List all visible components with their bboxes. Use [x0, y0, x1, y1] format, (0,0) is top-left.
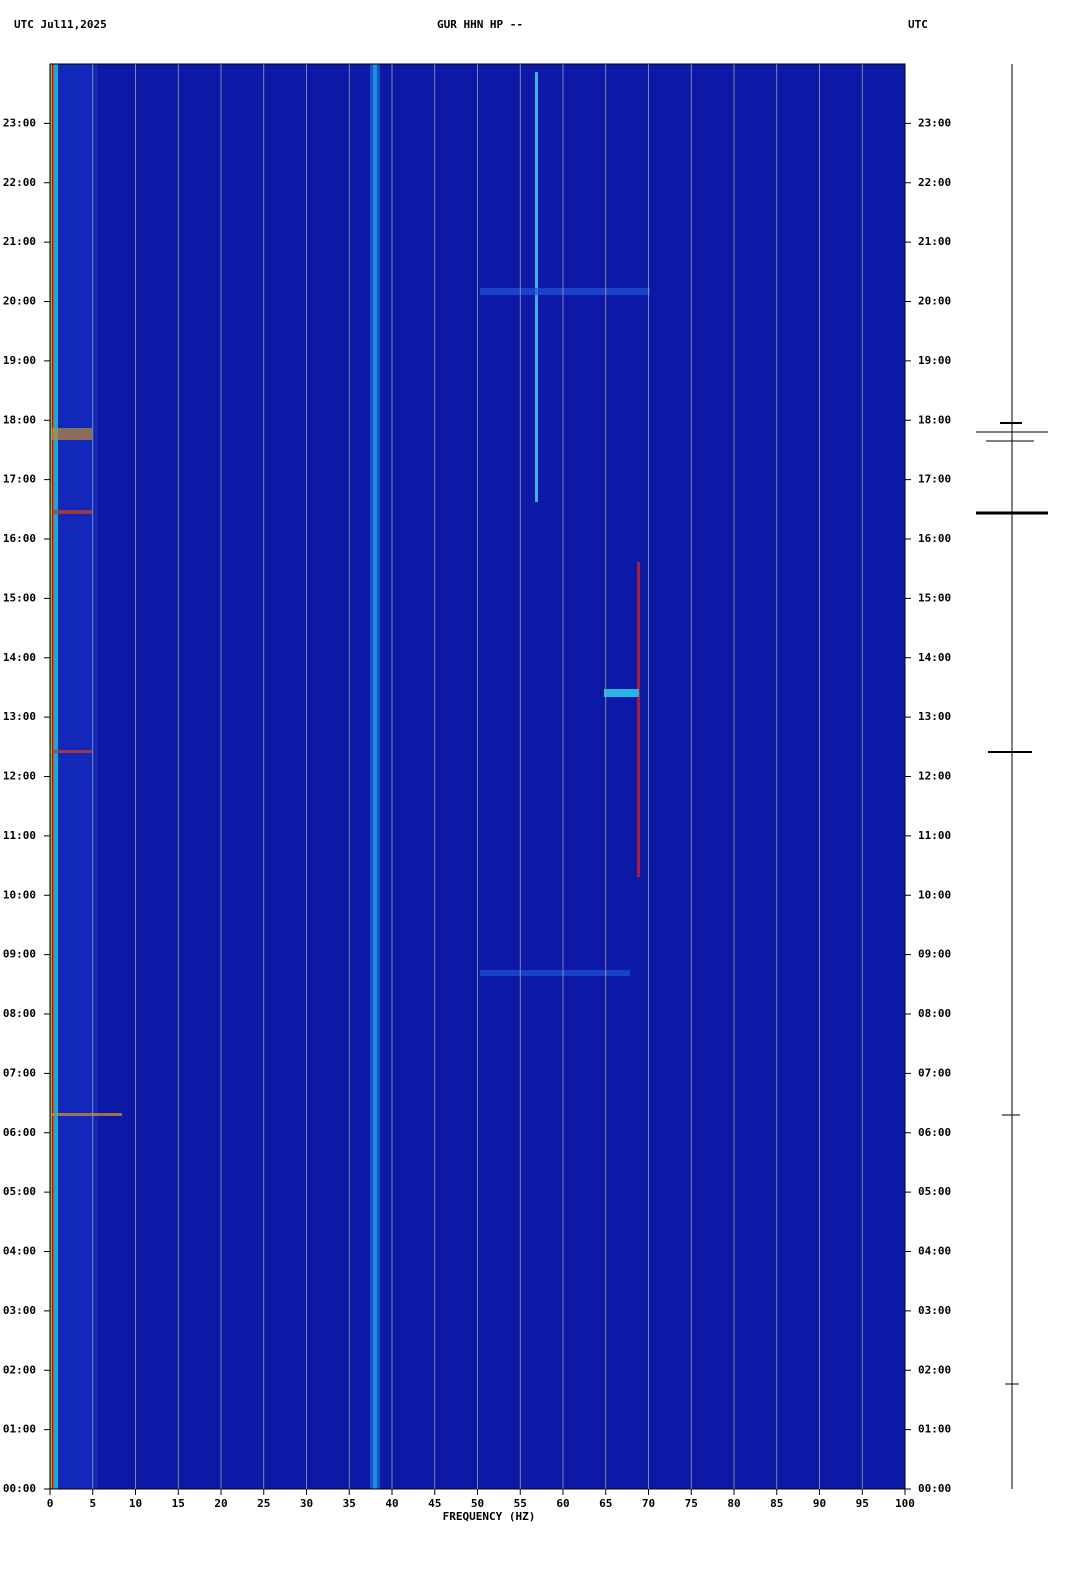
x-tick-label: 80	[727, 1497, 740, 1510]
y-tick-label: 18:00	[3, 413, 36, 426]
band-38hz-core	[373, 64, 377, 1489]
y-tick-label: 05:00	[3, 1185, 36, 1198]
low-freq-halo	[58, 64, 98, 1489]
y-tick-label: 02:00	[3, 1363, 36, 1376]
x-tick-label: 85	[770, 1497, 783, 1510]
y-tick-label: 08:00	[918, 1007, 951, 1020]
y-tick-label: 03:00	[918, 1304, 951, 1317]
x-tick-label: 50	[471, 1497, 484, 1510]
x-tick-label: 95	[856, 1497, 869, 1510]
x-tick-label: 5	[89, 1497, 96, 1510]
y-tick-label: 15:00	[918, 591, 951, 604]
y-tick-label: 14:00	[918, 651, 951, 664]
y-tick-label: 11:00	[918, 829, 951, 842]
event	[52, 428, 92, 440]
y-tick-label: 13:00	[3, 710, 36, 723]
spectral-features	[50, 64, 650, 1489]
y-tick-label: 20:00	[918, 295, 951, 308]
y-tick-label: 05:00	[918, 1185, 951, 1198]
y-tick-label: 22:00	[3, 176, 36, 189]
y-tick-label: 18:00	[918, 413, 951, 426]
utc-label: UTC	[908, 18, 928, 31]
x-tick-label: 65	[599, 1497, 612, 1510]
x-tick-label: 40	[385, 1497, 398, 1510]
y-tick-label: 23:00	[918, 116, 951, 129]
y-tick-label: 17:00	[3, 473, 36, 486]
x-tick-label: 0	[47, 1497, 54, 1510]
line-69hz	[637, 562, 640, 877]
y-tick-label: 17:00	[918, 473, 951, 486]
patch	[604, 689, 639, 697]
y-tick-label: 01:00	[918, 1423, 951, 1436]
date-label: UTC Jul11,2025	[14, 18, 107, 31]
y-tick-label: 10:00	[918, 888, 951, 901]
x-tick-label: 100	[895, 1497, 915, 1510]
seismogram	[976, 64, 1048, 1489]
y-tick-label: 12:00	[3, 770, 36, 783]
y-tick-label: 21:00	[918, 235, 951, 248]
y-tick-label: 03:00	[3, 1304, 36, 1317]
event	[52, 750, 92, 753]
y-tick-label: 19:00	[918, 354, 951, 367]
y-tick-label: 07:00	[918, 1066, 951, 1079]
y-tick-label: 00:00	[3, 1482, 36, 1495]
y-tick-label: 06:00	[3, 1126, 36, 1139]
x-tick-label: 45	[428, 1497, 441, 1510]
y-tick-label: 02:00	[918, 1363, 951, 1376]
x-tick-label: 70	[642, 1497, 655, 1510]
y-tick-label: 01:00	[3, 1423, 36, 1436]
y-tick-label: 19:00	[3, 354, 36, 367]
line-57hz	[535, 72, 538, 502]
y-tick-label: 04:00	[3, 1245, 36, 1258]
x-tick-label: 25	[257, 1497, 270, 1510]
y-tick-label: 04:00	[918, 1245, 951, 1258]
low-freq-peak	[52, 64, 54, 1489]
y-tick-label: 06:00	[918, 1126, 951, 1139]
x-tick-label: 30	[300, 1497, 313, 1510]
y-tick-label: 12:00	[918, 770, 951, 783]
y-tick-label: 10:00	[3, 888, 36, 901]
x-tick-label: 60	[556, 1497, 569, 1510]
x-tick-label: 75	[685, 1497, 698, 1510]
y-tick-label: 22:00	[918, 176, 951, 189]
y-tick-label: 15:00	[3, 591, 36, 604]
y-tick-label: 08:00	[3, 1007, 36, 1020]
x-tick-label: 20	[214, 1497, 227, 1510]
x-tick-label: 55	[514, 1497, 527, 1510]
y-tick-label: 11:00	[3, 829, 36, 842]
y-tick-label: 00:00	[918, 1482, 951, 1495]
y-tick-label: 13:00	[918, 710, 951, 723]
y-tick-label: 09:00	[918, 948, 951, 961]
event	[52, 1113, 122, 1116]
y-tick-label: 23:00	[3, 116, 36, 129]
y-tick-label: 16:00	[918, 532, 951, 545]
x-axis-label: FREQUENCY (HZ)	[443, 1510, 536, 1523]
patch	[480, 288, 650, 295]
x-tick-label: 15	[172, 1497, 185, 1510]
y-tick-label: 07:00	[3, 1066, 36, 1079]
y-tick-label: 14:00	[3, 651, 36, 664]
y-tick-label: 16:00	[3, 532, 36, 545]
chart-title: GUR HHN HP --	[437, 18, 523, 31]
x-tick-label: 90	[813, 1497, 826, 1510]
x-tick-label: 10	[129, 1497, 142, 1510]
x-tick-label: 35	[343, 1497, 356, 1510]
patch	[480, 970, 630, 976]
y-tick-label: 21:00	[3, 235, 36, 248]
y-tick-label: 20:00	[3, 295, 36, 308]
y-tick-label: 09:00	[3, 948, 36, 961]
event	[52, 510, 92, 514]
